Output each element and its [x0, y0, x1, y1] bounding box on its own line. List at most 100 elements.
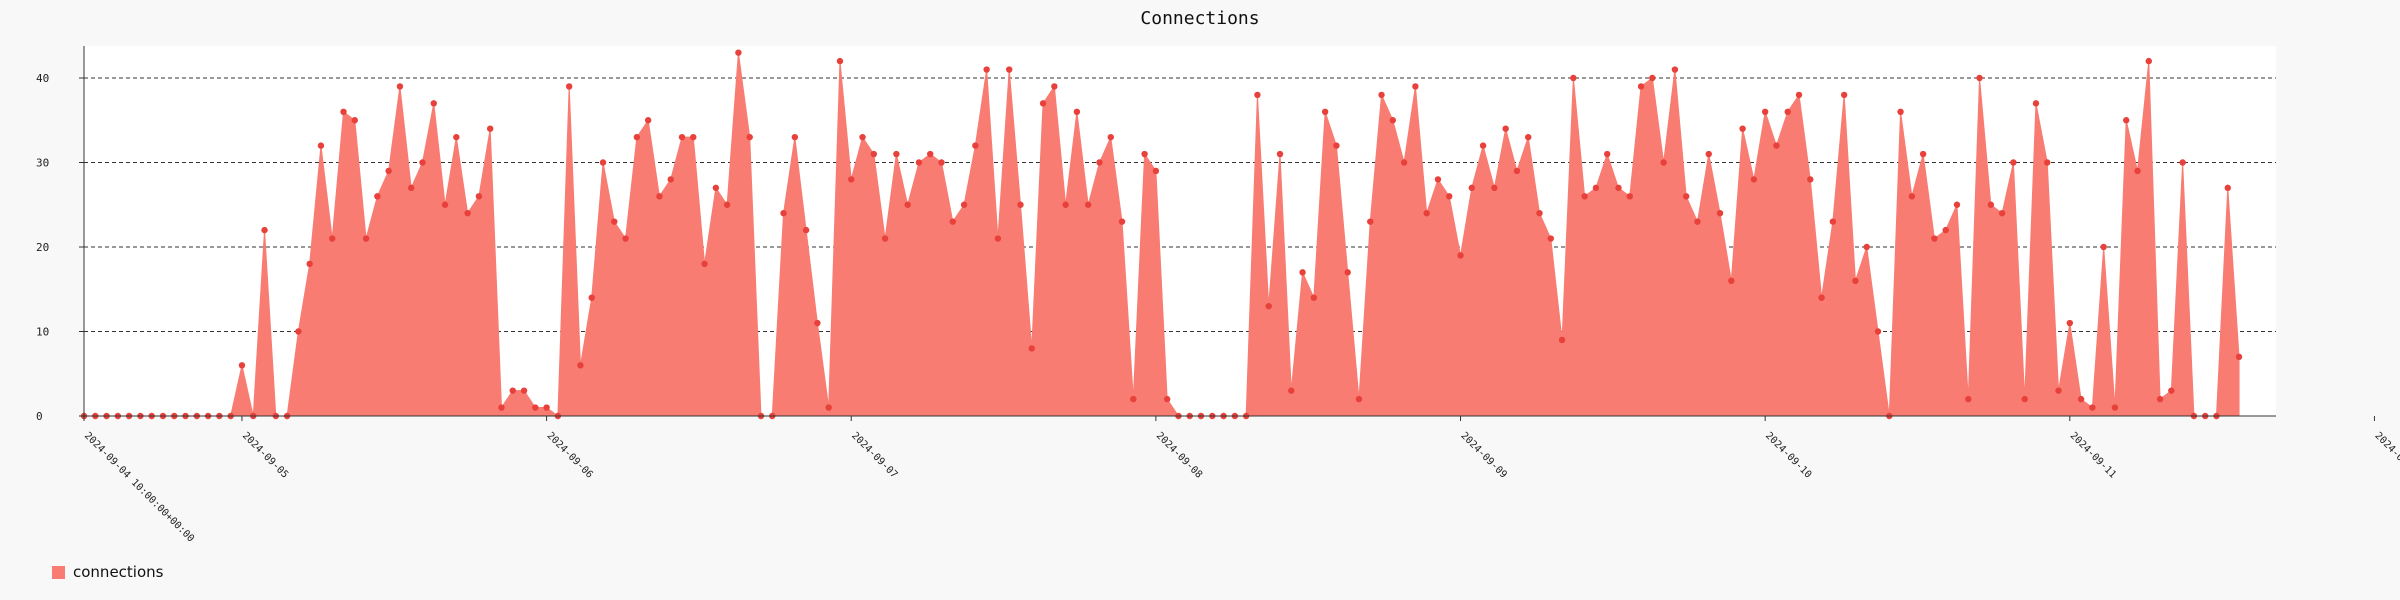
data-point	[487, 126, 493, 132]
x-tick-label: 2024-09-10	[1763, 430, 1813, 480]
data-point	[1706, 151, 1712, 157]
data-point	[577, 362, 583, 368]
data-point	[340, 109, 346, 115]
data-point	[239, 362, 245, 368]
data-point	[701, 261, 707, 267]
data-point	[1604, 151, 1610, 157]
y-tick-label: 20	[36, 241, 49, 254]
data-point	[1751, 176, 1757, 182]
data-point	[1130, 396, 1136, 402]
data-point	[1480, 142, 1486, 148]
data-point	[1435, 176, 1441, 182]
x-tick-label: 2024-09-05	[240, 430, 290, 480]
x-tick-label: 2024-09-06	[544, 430, 594, 480]
data-point	[318, 142, 324, 148]
data-point	[1672, 66, 1678, 72]
data-point	[1119, 218, 1125, 224]
data-point	[261, 227, 267, 233]
data-point	[374, 193, 380, 199]
data-point	[1006, 66, 1012, 72]
data-point	[611, 218, 617, 224]
data-point	[1875, 328, 1881, 334]
data-point	[1266, 303, 1272, 309]
data-point	[1051, 83, 1057, 89]
data-point	[747, 134, 753, 140]
data-point	[1345, 269, 1351, 275]
data-point	[329, 235, 335, 241]
data-point	[938, 159, 944, 165]
data-point	[566, 83, 572, 89]
data-point	[2236, 354, 2242, 360]
data-point	[2055, 387, 2061, 393]
data-point	[950, 218, 956, 224]
data-point	[1141, 151, 1147, 157]
data-point	[464, 210, 470, 216]
data-point	[995, 235, 1001, 241]
x-tick-label: 2024-09-04 10:00:00+00:00	[82, 430, 196, 544]
data-point	[397, 83, 403, 89]
data-point	[1559, 337, 1565, 343]
data-point	[1920, 151, 1926, 157]
data-point	[1040, 100, 1046, 106]
data-point	[1548, 235, 1554, 241]
data-point	[1017, 202, 1023, 208]
data-point	[1942, 227, 1948, 233]
data-point	[2100, 244, 2106, 250]
data-point	[600, 159, 606, 165]
data-point	[1988, 202, 1994, 208]
data-point	[927, 151, 933, 157]
data-point	[1062, 202, 1068, 208]
data-point	[1954, 202, 1960, 208]
y-tick-label: 10	[36, 326, 49, 339]
data-point	[1807, 176, 1813, 182]
data-point	[1999, 210, 2005, 216]
data-point	[848, 176, 854, 182]
data-point	[1762, 109, 1768, 115]
data-point	[1864, 244, 1870, 250]
data-point	[2123, 117, 2129, 123]
data-point	[1096, 159, 1102, 165]
data-point	[1570, 75, 1576, 81]
data-point	[1423, 210, 1429, 216]
data-point	[1333, 142, 1339, 148]
data-point	[634, 134, 640, 140]
data-point	[1660, 159, 1666, 165]
data-point	[1627, 193, 1633, 199]
data-point	[882, 235, 888, 241]
y-tick-label: 40	[36, 72, 49, 85]
data-point	[431, 100, 437, 106]
data-point	[1739, 126, 1745, 132]
data-point	[1852, 278, 1858, 284]
data-point	[1796, 92, 1802, 98]
data-point	[1108, 134, 1114, 140]
data-point	[780, 210, 786, 216]
data-point	[1367, 218, 1373, 224]
data-point	[2157, 396, 2163, 402]
data-point	[2078, 396, 2084, 402]
data-point	[408, 185, 414, 191]
data-point	[1525, 134, 1531, 140]
data-point	[1976, 75, 1982, 81]
data-point	[1288, 387, 1294, 393]
data-point	[1694, 218, 1700, 224]
data-point	[2089, 404, 2095, 410]
legend: connections	[52, 563, 163, 581]
data-point	[521, 387, 527, 393]
data-point	[510, 387, 516, 393]
data-point	[1615, 185, 1621, 191]
data-point	[385, 168, 391, 174]
data-point	[1502, 126, 1508, 132]
x-tick-label: 2024-09-09	[1458, 430, 1508, 480]
data-point	[904, 202, 910, 208]
data-point	[2146, 58, 2152, 64]
data-point	[1931, 235, 1937, 241]
data-point	[1514, 168, 1520, 174]
y-tick-label: 30	[36, 157, 49, 170]
data-point	[735, 49, 741, 55]
data-point	[1728, 278, 1734, 284]
data-point	[679, 134, 685, 140]
x-tick-label: 2024-09-11	[2068, 430, 2118, 480]
data-point	[1469, 185, 1475, 191]
data-point	[1773, 142, 1779, 148]
